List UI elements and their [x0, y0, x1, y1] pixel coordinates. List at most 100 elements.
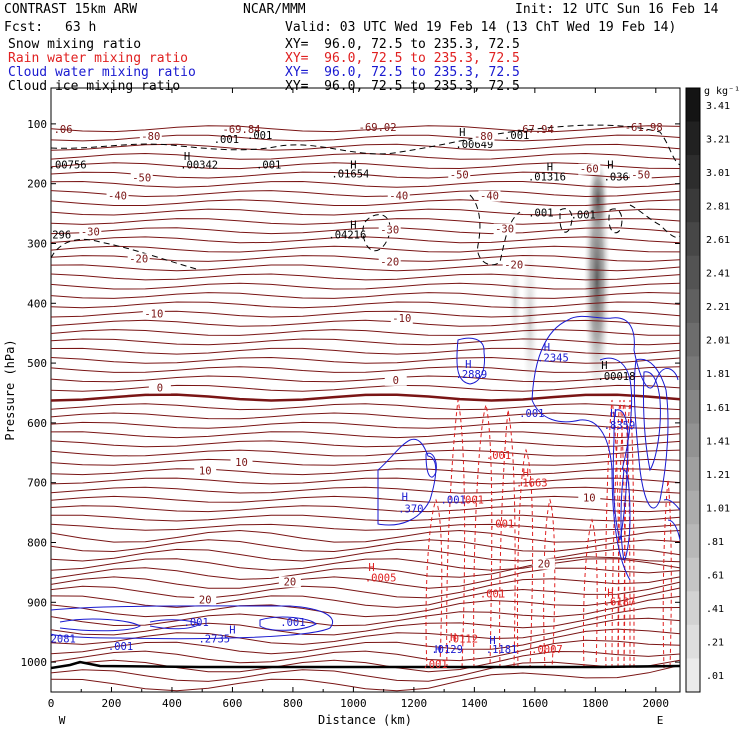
- isotherm-line: [51, 458, 680, 466]
- isotherm-label-bg: [478, 190, 501, 202]
- isotherm-line: [51, 617, 680, 645]
- contour-value-label: H: [350, 160, 356, 172]
- contour-value-label: .2889: [456, 369, 488, 381]
- y-tick-label: 1000: [21, 656, 48, 669]
- rain-water-contours: [425, 399, 672, 669]
- isotherm-line: [51, 449, 680, 457]
- isotherm-line: [51, 301, 680, 309]
- colorbar: g kg⁻¹ 3.41 3.21 3.01 2.81 2.61 2.41 2.21 2.01 1…: [685, 86, 740, 693]
- isotherm-line: [51, 505, 680, 513]
- contour-value-label: H: [610, 408, 616, 420]
- isotherm-label: 20: [284, 576, 297, 588]
- x-end-label-east: E: [657, 714, 664, 727]
- field-name-rain: Rain water mixing ratio: [8, 51, 189, 66]
- colorbar-unit: g kg⁻¹: [704, 86, 740, 97]
- colorbar-tick-label: .81: [706, 537, 724, 548]
- colorbar-tick-label: 2.21: [706, 302, 730, 313]
- contour-value-label: .0005: [365, 572, 397, 584]
- isotherm-line: [51, 477, 680, 485]
- field-xy-cloud-ice: XY= 96.0, 72.5 to 235.3, 72.5: [285, 79, 520, 94]
- contour-value-label: .0112: [446, 633, 478, 645]
- header-fcst-value: 63 h: [65, 20, 97, 35]
- x-tick-label: 2000: [643, 697, 670, 710]
- colorbar-tick-label: 2.81: [706, 201, 730, 212]
- colorbar-swatch: [686, 88, 700, 123]
- colorbar-swatch: [686, 457, 700, 492]
- isotherm-label-bg: [130, 172, 153, 184]
- isotherm-label-bg: [230, 456, 253, 468]
- colorbar-tick-label: 2.41: [706, 269, 730, 280]
- contour-value-label: .001: [256, 160, 281, 172]
- isotherm-line: [51, 403, 680, 411]
- isotherm-line: [51, 468, 680, 476]
- x-tick-label: 800: [283, 697, 303, 710]
- colorbar-swatch: [686, 624, 700, 659]
- y-tick-label: 200: [27, 178, 47, 191]
- contour-value-label: .0129: [431, 644, 463, 656]
- colorbar-tick-label: 2.01: [706, 336, 730, 347]
- isotherm-line: [51, 338, 680, 346]
- contour-value-label: .001: [571, 209, 596, 221]
- y-tick-label: 400: [27, 297, 47, 310]
- colorbar-swatch: [686, 490, 700, 525]
- isotherm-label: 0: [393, 375, 399, 387]
- contour-value-label: .6187: [604, 596, 636, 608]
- field-name-cloud-ice: Cloud ice mixing ratio: [8, 79, 181, 94]
- colorbar-swatch: [686, 155, 700, 190]
- contour-value-label: .01654: [331, 169, 369, 181]
- header-valid: Valid: 03 UTC Wed 19 Feb 14 (13 ChT Wed …: [285, 20, 677, 35]
- contour-value-label: .001: [504, 130, 529, 142]
- isotherm-label: -10: [144, 308, 163, 320]
- contour-value-label: -67.94: [516, 124, 554, 136]
- isotherm-label-bg: [148, 382, 171, 394]
- contour-value-label: .2081: [44, 633, 76, 645]
- x-tick-label: 1000: [340, 697, 367, 710]
- isotherm-label-bg: [578, 163, 601, 175]
- field-name-cloud-water: Cloud water mixing ratio: [8, 65, 196, 80]
- isotherm-line: [51, 366, 680, 373]
- contour-value-label: .001: [519, 408, 544, 420]
- isotherm-label: -40: [480, 191, 499, 203]
- header-init: Init: 12 UTC Sun 16 Feb 14: [515, 2, 719, 17]
- contour-value-label: H: [184, 151, 190, 163]
- isotherm-label: -10: [392, 313, 411, 325]
- isotherm-line: [51, 273, 680, 281]
- contour-value-label: .001: [184, 617, 209, 629]
- isotherm-label: -30: [495, 224, 514, 236]
- isotherm-label-bg: [502, 259, 525, 271]
- x-tick-label: 1800: [582, 697, 609, 710]
- isotherm-line: [51, 236, 680, 244]
- isotherm-line: [51, 190, 680, 198]
- isotherm-label-bg: [578, 492, 601, 504]
- colorbar-tick-label: .01: [706, 671, 724, 682]
- isotherm-label-bg: [278, 576, 301, 588]
- colorbar-tick-label: 3.41: [706, 101, 730, 112]
- contour-value-label: H: [465, 359, 471, 371]
- isotherm-label: 10: [583, 493, 596, 505]
- x-tick-label: 0: [48, 697, 55, 710]
- colorbar-swatch: [686, 289, 700, 324]
- isotherm-label-bg: [378, 256, 401, 268]
- isotherm-label-bg: [139, 130, 162, 142]
- x-tick-label: 200: [102, 697, 122, 710]
- contour-value-label: H: [489, 635, 495, 647]
- colorbar-swatch: [686, 222, 700, 257]
- isotherm-line: [51, 548, 680, 562]
- isotherm-label: -30: [380, 225, 399, 237]
- x-tick-label: 600: [223, 697, 243, 710]
- y-tick-label: 800: [27, 536, 47, 549]
- contour-value-label: .001: [489, 519, 514, 531]
- ground-line: [51, 660, 680, 670]
- colorbar-swatch: [686, 390, 700, 425]
- contour-value-label: .001: [422, 659, 447, 671]
- contour-value-label: -69.02: [359, 122, 397, 134]
- isotherm-label: -50: [450, 170, 469, 182]
- isotherm-label: -40: [389, 191, 408, 203]
- contour-value-label: -61.98: [625, 122, 663, 134]
- isotherm-line: [51, 180, 680, 188]
- colorbar-swatch: [686, 557, 700, 592]
- colorbar-swatch: [686, 356, 700, 391]
- isotherm-line: [51, 208, 680, 216]
- colorbar-swatch: [686, 524, 700, 559]
- contour-value-label: .00018: [598, 371, 636, 383]
